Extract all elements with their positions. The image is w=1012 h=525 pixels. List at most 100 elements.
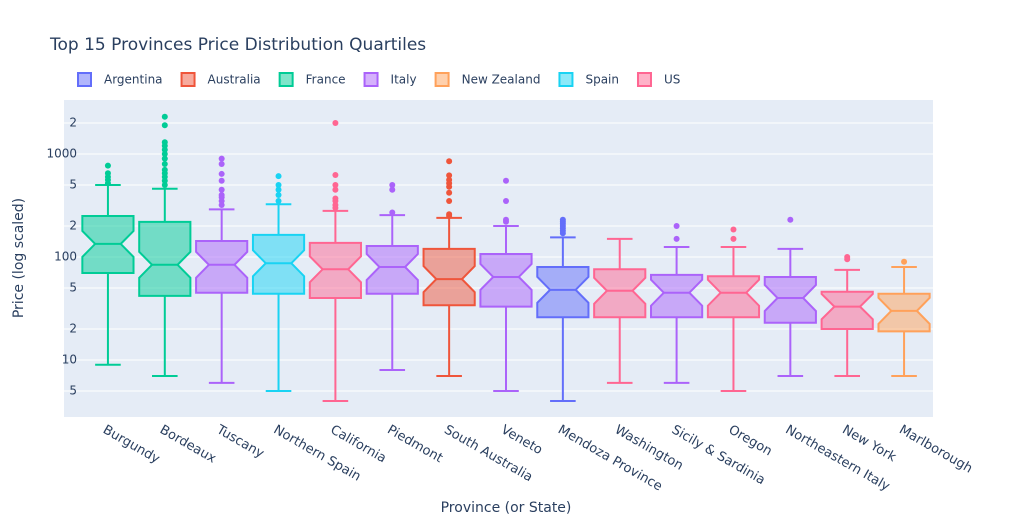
box-group <box>365 181 419 372</box>
box <box>479 252 533 308</box>
outlier <box>218 170 225 177</box>
outlier <box>275 186 282 193</box>
outlier <box>161 177 168 184</box>
outlier <box>332 186 339 193</box>
legend-label: Argentina <box>104 73 163 87</box>
outlier <box>161 146 168 153</box>
box <box>593 268 647 319</box>
legend-item[interactable]: France <box>278 72 346 87</box>
outlier <box>104 180 111 187</box>
box <box>763 275 817 324</box>
y-tick-label: 2 <box>69 218 77 232</box>
box <box>706 275 761 319</box>
legend-label: Australia <box>208 73 261 87</box>
legend-label: Italy <box>391 73 417 87</box>
box <box>536 265 590 319</box>
box <box>820 290 874 331</box>
outlier <box>275 191 282 198</box>
outlier <box>218 201 225 208</box>
legend-swatch <box>278 72 294 87</box>
legend-label: France <box>306 73 346 87</box>
outlier <box>673 235 680 242</box>
outlier <box>503 218 509 225</box>
legend-item[interactable]: Australia <box>180 72 261 87</box>
box <box>195 239 249 294</box>
y-tick-label: 100 <box>54 250 77 264</box>
outlier <box>503 177 509 184</box>
legend-item[interactable]: US <box>636 72 680 87</box>
outlier <box>275 197 282 204</box>
legend-swatch <box>180 72 196 87</box>
box-group <box>251 173 306 393</box>
outlier <box>161 122 168 129</box>
box-group <box>820 254 874 377</box>
box <box>308 241 362 300</box>
y-tick-label: 5 <box>69 384 77 398</box>
outlier <box>389 186 396 193</box>
outlier <box>218 160 225 167</box>
outlier <box>901 258 908 265</box>
outlier <box>787 216 794 223</box>
outlier <box>503 197 509 204</box>
outlier <box>275 181 282 188</box>
outlier <box>161 181 168 188</box>
outlier <box>104 162 111 169</box>
outlier <box>218 155 225 162</box>
box <box>422 247 476 307</box>
box-group <box>81 162 135 366</box>
outlier <box>559 230 566 237</box>
outlier <box>446 158 453 165</box>
legend-item[interactable]: Spain <box>558 72 619 87</box>
box-group <box>479 177 533 393</box>
outlier <box>730 235 737 242</box>
outlier <box>332 119 339 126</box>
outlier <box>218 186 225 193</box>
box-group <box>138 113 192 377</box>
box <box>138 220 192 297</box>
y-tick-label: 2 <box>69 115 77 129</box>
y-tick-label: 10 <box>62 353 77 367</box>
outlier <box>446 212 453 219</box>
outlier <box>844 256 851 263</box>
box-group <box>422 158 476 377</box>
box-group <box>308 119 362 403</box>
legend-swatch <box>558 72 574 87</box>
outlier <box>446 197 453 204</box>
outlier <box>161 160 168 167</box>
legend-item[interactable]: New Zealand <box>434 72 541 87</box>
outlier <box>161 155 168 162</box>
outlier <box>332 181 339 188</box>
legend-item[interactable]: Italy <box>363 72 417 87</box>
box-group <box>536 216 590 403</box>
outlier <box>673 222 680 229</box>
box-group <box>195 155 249 384</box>
box-group <box>706 226 761 393</box>
y-tick-label: 2 <box>69 322 77 336</box>
legend-swatch <box>363 72 379 87</box>
legend-item[interactable]: Argentina <box>77 72 163 87</box>
outlier <box>389 209 396 216</box>
outlier <box>275 173 282 180</box>
box <box>251 233 306 295</box>
legend-label: Spain <box>585 73 619 87</box>
y-tick-label: 1000 <box>46 146 77 160</box>
outlier <box>730 226 737 233</box>
chart-title: Top 15 Provinces Price Distribution Quar… <box>49 35 426 55</box>
y-axis-title: Price (log scaled) <box>11 198 27 318</box>
x-axis-title: Province (or State) <box>441 500 572 516</box>
legend-label: US <box>664 73 680 87</box>
box <box>365 244 419 295</box>
outlier <box>161 150 168 157</box>
box-group <box>593 237 647 384</box>
outlier <box>446 189 453 196</box>
outlier <box>218 177 225 184</box>
box <box>650 273 704 319</box>
outlier <box>161 113 168 120</box>
y-tick-label: 5 <box>69 177 77 191</box>
outlier <box>332 171 339 178</box>
box <box>877 292 931 333</box>
outlier <box>389 181 396 188</box>
legend-swatch <box>434 72 450 87</box>
box-group <box>650 222 704 384</box>
